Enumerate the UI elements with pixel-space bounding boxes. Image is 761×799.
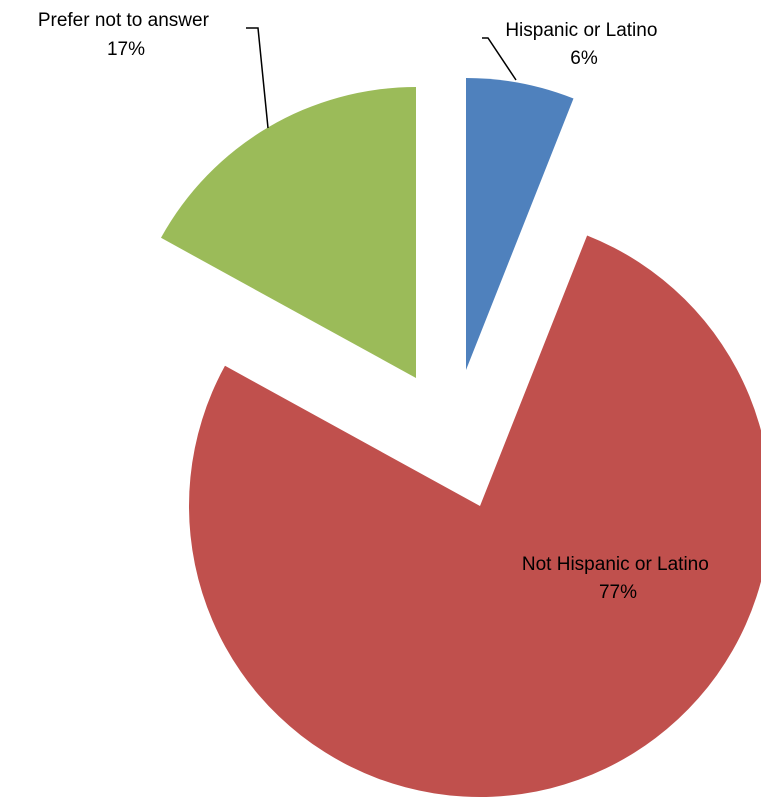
slice-label-hispanic: Hispanic or Latino 6% (505, 20, 662, 69)
slice-label-not-hispanic: Not Hispanic or Latino 77% (522, 554, 714, 603)
slice-name-not-hispanic: Not Hispanic or Latino (522, 554, 709, 575)
slice-value-prefer-not: 17% (107, 39, 145, 60)
slice-not-hispanic (189, 235, 761, 797)
pie-slices (160, 78, 761, 797)
data-labels: Hispanic or Latino 6% Prefer not to answ… (38, 10, 714, 603)
slice-value-hispanic: 6% (570, 48, 598, 69)
slice-name-hispanic: Hispanic or Latino (505, 20, 657, 41)
slice-prefer-not (160, 86, 416, 379)
leader-line-prefer-not (246, 27, 269, 129)
slice-name-prefer-not: Prefer not to answer (38, 10, 210, 31)
slice-value-not-hispanic: 77% (599, 582, 637, 603)
leader-lines (246, 27, 517, 129)
slice-hispanic (466, 78, 574, 370)
leader-line-hispanic (482, 37, 517, 81)
slice-label-prefer-not: Prefer not to answer 17% (38, 10, 214, 60)
